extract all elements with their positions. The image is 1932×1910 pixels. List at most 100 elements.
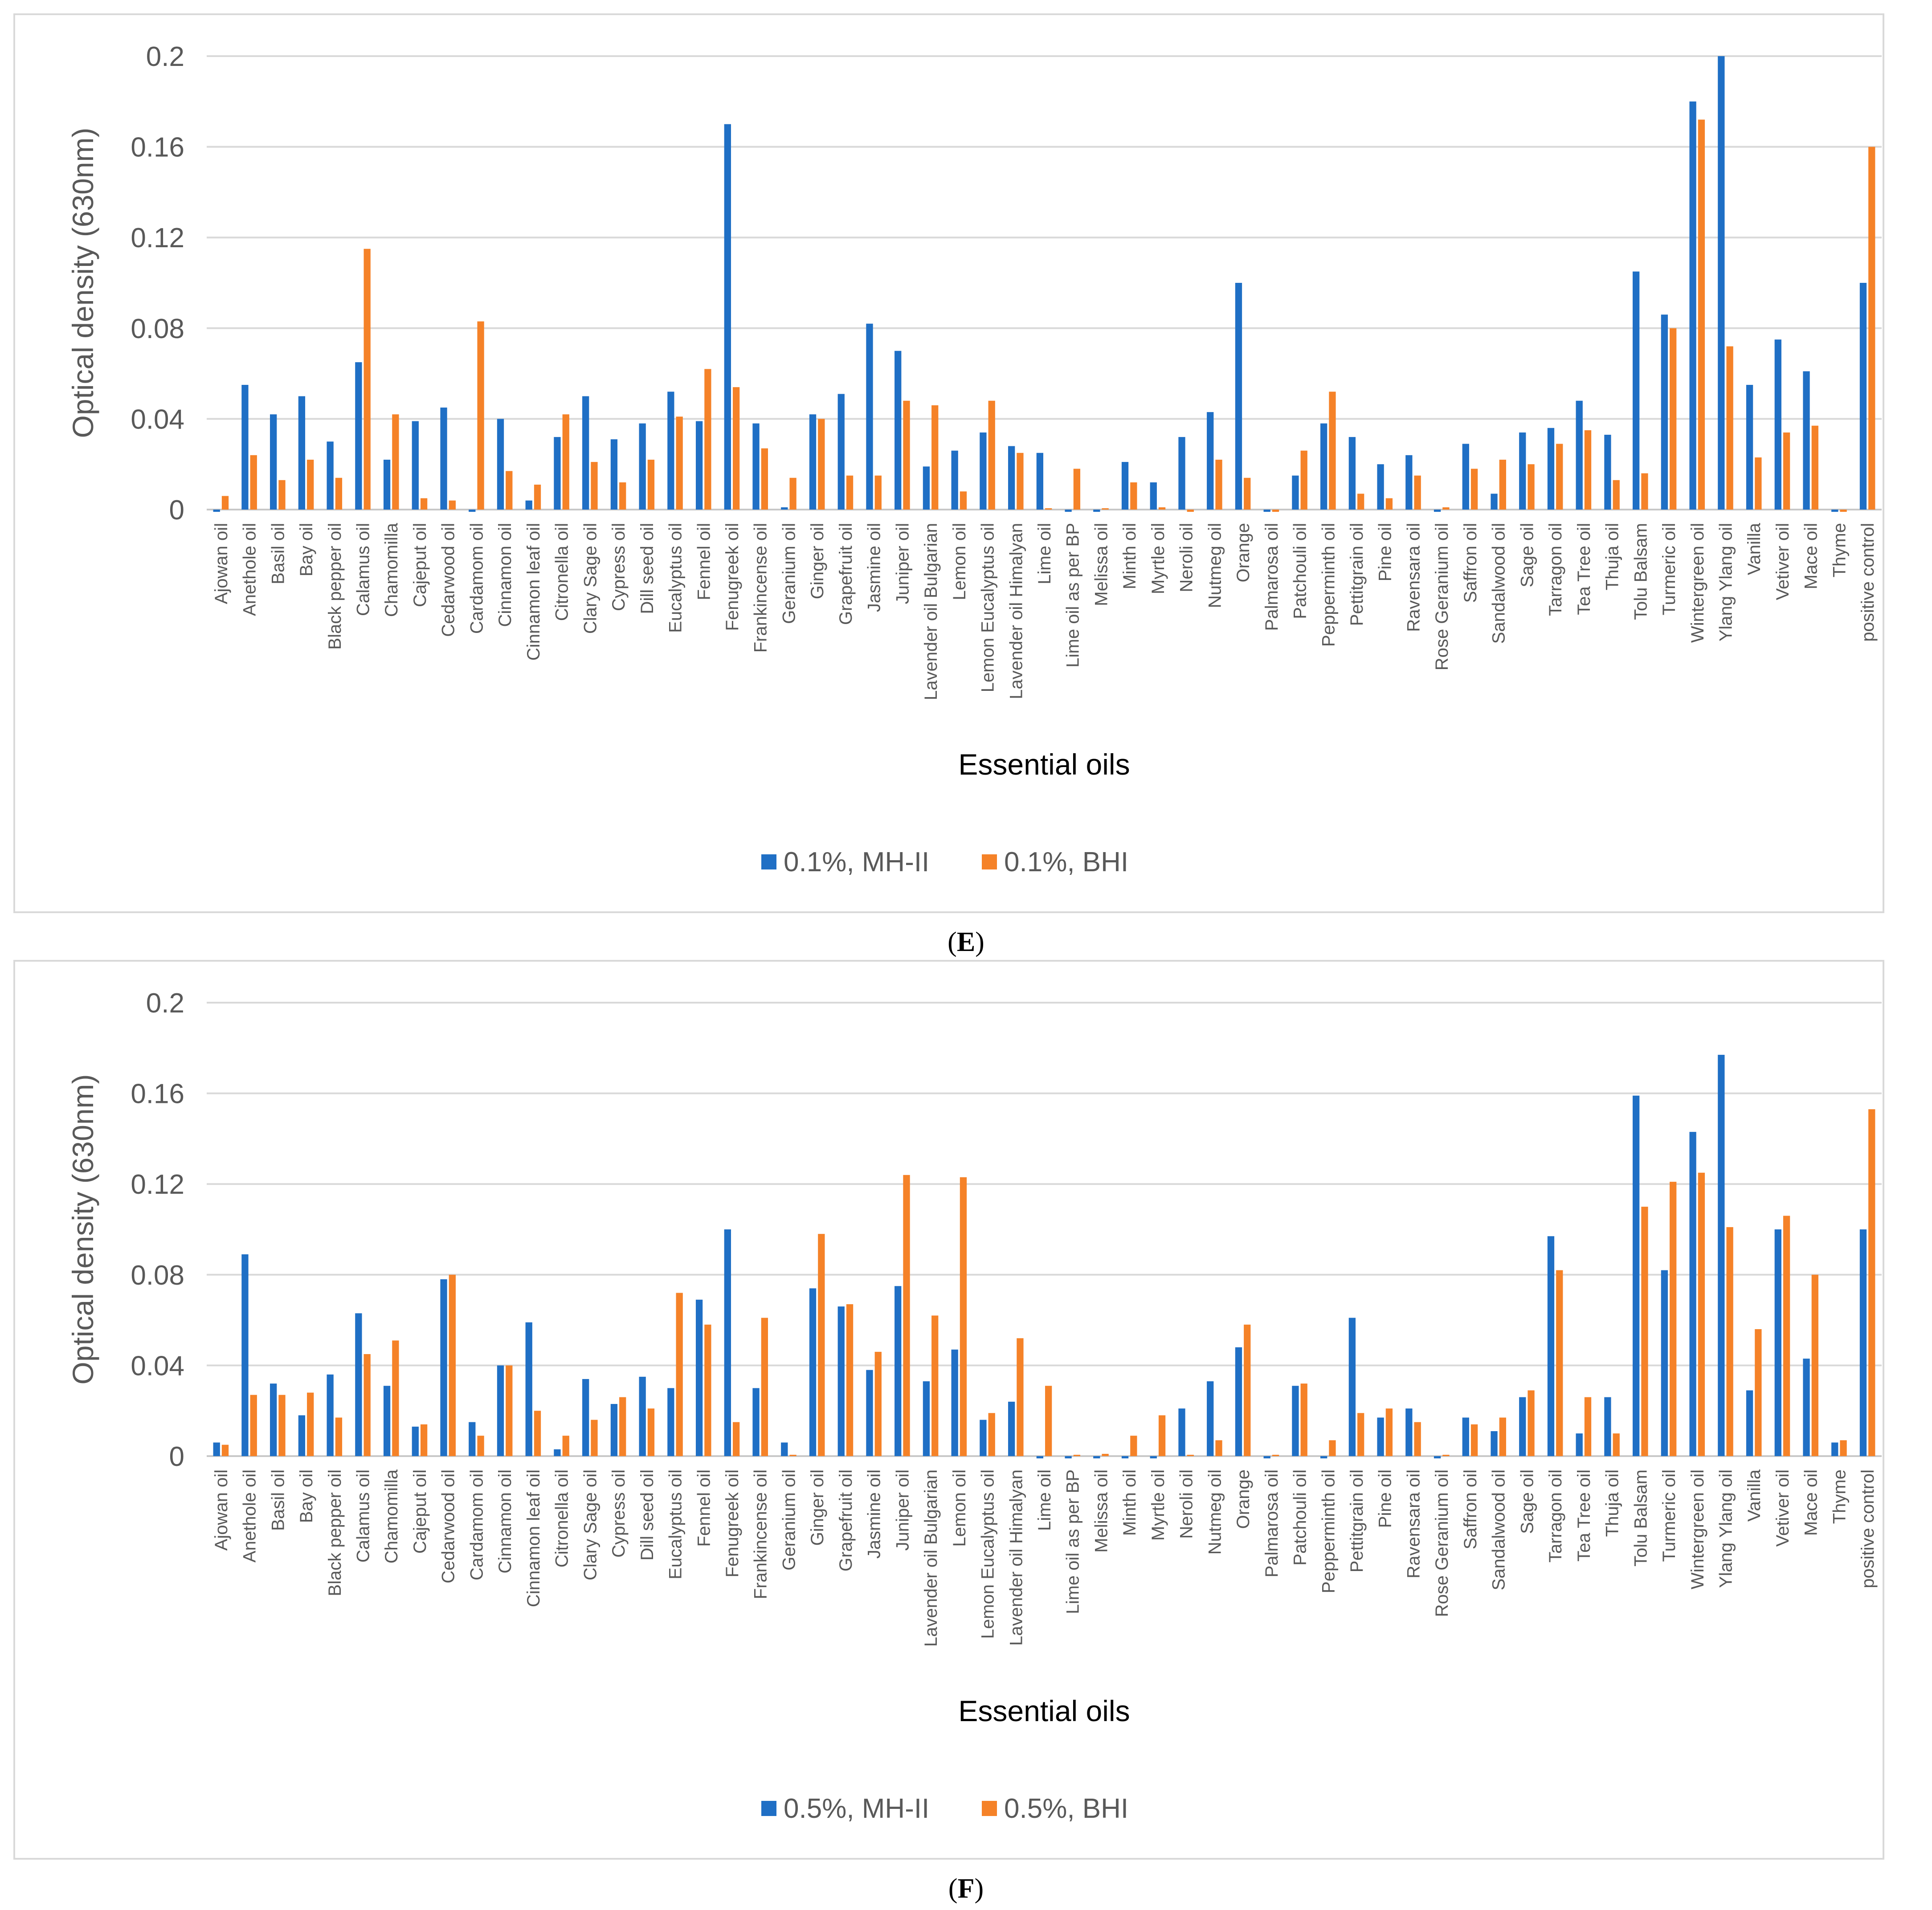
chart-e-bar-mh: [1263, 510, 1270, 512]
chart-f-category-label: Ylang Ylang oil: [1716, 1469, 1736, 1588]
chart-e-bar-mh: [270, 414, 277, 510]
chart-f-bar-bhi: [591, 1420, 598, 1456]
chart-f-category-label: Bay oil: [297, 1469, 316, 1523]
chart-f-category-label: Frankincense oil: [751, 1469, 771, 1599]
chart-e-bar-mh: [1774, 339, 1781, 510]
chart-f-category-label: Saffron oil: [1461, 1469, 1480, 1549]
chart-e-bar-bhi: [1641, 473, 1648, 510]
chart-f-category-label: Lavender oil Bulgarian: [921, 1469, 941, 1647]
chart-f-category-label: Vetiver oil: [1773, 1469, 1793, 1547]
chart-f-category-label: Vanilla: [1744, 1469, 1764, 1522]
chart-f-category-label: positive control: [1858, 1469, 1878, 1588]
chart-e-bar-bhi: [1158, 507, 1166, 510]
chart-e-bar-mh: [1547, 428, 1555, 510]
chart-e-bar-mh: [895, 351, 902, 510]
chart-e-bar-bhi: [250, 455, 257, 510]
chart-f-bar-mh: [1207, 1381, 1214, 1456]
chart-e-bar-bhi: [761, 448, 768, 510]
chart-e-bar-bhi: [1102, 508, 1109, 510]
chart-e-ytick-label: 0: [169, 495, 184, 526]
chart-e-bar-bhi: [1045, 508, 1052, 510]
chart-e-bar-bhi: [676, 416, 683, 510]
chart-f-bar-bhi: [477, 1436, 484, 1456]
chart-f-bar-bhi: [1215, 1440, 1222, 1456]
chart-f-category-label: Calamus oil: [354, 1469, 373, 1563]
chart-e-bar-bhi: [1528, 464, 1535, 510]
chart-f-bar-bhi: [1045, 1386, 1052, 1456]
chart-e-bar-bhi: [1215, 460, 1222, 510]
chart-f-bar-bhi: [1499, 1417, 1506, 1456]
chart-panel-e: 0 0.04 0.08 0.12 0.16 0.2 Optical density (630…: [13, 13, 1884, 913]
chart-e-category-label: Pettitgrain oil: [1347, 523, 1367, 626]
chart-e-bar-mh: [837, 394, 845, 510]
chart-f-bar-bhi: [1670, 1182, 1677, 1456]
chart-f-category-label: Turmeric oil: [1659, 1469, 1679, 1562]
chart-e-bar-bhi: [903, 400, 910, 510]
chart-e-bar-mh: [1604, 435, 1611, 510]
chart-e-bar-bhi: [704, 369, 711, 510]
chart-f-category-label: Palmarosa oil: [1262, 1469, 1282, 1577]
chart-f-bar-bhi: [1868, 1109, 1875, 1456]
chart-e-bar-bhi: [931, 405, 939, 510]
chart-e-category-label: Minth oil: [1120, 523, 1140, 589]
chart-e-category-label: Myrtle oil: [1148, 523, 1168, 594]
chart-f-bar-mh: [639, 1376, 646, 1456]
chart-f-category-label: Pine oil: [1376, 1469, 1395, 1528]
chart-e-category-label: Citronella oil: [552, 523, 572, 621]
chart-e-bar-mh: [639, 423, 646, 510]
chart-e-category-label: Juniper oil: [893, 523, 912, 604]
chart-e-bar-bhi: [534, 485, 541, 510]
chart-e-bar-mh: [695, 421, 703, 510]
chart-f-category-label: Tea Tree oil: [1574, 1469, 1594, 1562]
chart-f-bar-bhi: [761, 1318, 768, 1456]
chart-f-bar-mh: [1803, 1359, 1810, 1456]
chart-e-bar-mh: [1831, 510, 1838, 512]
chart-f-bar-mh: [923, 1381, 930, 1456]
chart-f-category-label: Black pepper oil: [325, 1469, 345, 1596]
chart-e-bar-bhi: [1244, 478, 1251, 510]
chart-f-bar-bhi: [1329, 1440, 1336, 1456]
chart-e-bar-bhi: [307, 460, 314, 510]
chart-e-bar-bhi: [1329, 392, 1336, 510]
chart-e-bar-mh: [1008, 446, 1015, 510]
chart-e-bar-bhi: [1698, 119, 1705, 510]
chart-e-bar-mh: [497, 419, 504, 510]
chart-e-category-label: Bay oil: [297, 523, 316, 576]
chart-f-bar-mh: [866, 1370, 873, 1456]
chart-e-bar-mh: [1576, 400, 1583, 510]
chart-e-category-label: Lemon Eucalyptus oil: [978, 523, 998, 692]
chart-e-category-label: Eucalyptus oil: [666, 523, 686, 633]
chart-f-category-label: Lemon Eucalyptus oil: [978, 1469, 998, 1639]
chart-e-bar-bhi: [818, 419, 825, 510]
chart-e-bar-mh: [1207, 412, 1214, 510]
chart-f-category-label: Rose Geranium oil: [1432, 1469, 1452, 1617]
chart-e-bar-bhi: [988, 400, 995, 510]
chart-e-bar-bhi: [647, 460, 655, 510]
chart-e-category-label: Black pepper oil: [325, 523, 345, 650]
chart-f-svg: 0 0.04 0.08 0.12 0.16 0.2 Optical density (630…: [66, 988, 1882, 1824]
chart-f-bar-bhi: [647, 1408, 655, 1456]
chart-f-bar-bhi: [988, 1413, 995, 1456]
chart-e-bar-mh: [610, 439, 618, 510]
chart-f-category-label: Ravensara oil: [1404, 1469, 1423, 1579]
chart-f-ytick-label: 0.08: [131, 1260, 184, 1291]
chart-f-bar-bhi: [562, 1436, 569, 1456]
chart-f-bar-bhi: [960, 1177, 967, 1456]
chart-f-category-label: Dill seed oil: [637, 1469, 657, 1561]
chart-f-bar-bhi: [1130, 1436, 1137, 1456]
chart-f-bar-mh: [1633, 1095, 1640, 1456]
chart-e-bar-bhi: [1726, 346, 1733, 510]
chart-f-bar-bhi: [1414, 1422, 1421, 1456]
chart-f-bar-mh: [554, 1449, 561, 1456]
chart-panel-f: 0 0.04 0.08 0.12 0.16 0.2 Optical density (630…: [13, 960, 1884, 1860]
chart-f-category-label: Pettitgrain oil: [1347, 1469, 1367, 1572]
chart-e-bar-mh: [440, 407, 447, 510]
chart-e-bar-mh: [1803, 371, 1810, 510]
chart-e-category-label: Thyme: [1830, 523, 1849, 577]
chart-e-category-label: Turmeric oil: [1659, 523, 1679, 615]
chart-f-category-label: Lemon oil: [950, 1469, 969, 1547]
chart-f-bar-bhi: [392, 1340, 399, 1456]
chart-e-bar-bhi: [1300, 450, 1307, 510]
chart-e-bar-bhi: [1755, 457, 1762, 510]
chart-f-bar-mh: [241, 1254, 249, 1456]
